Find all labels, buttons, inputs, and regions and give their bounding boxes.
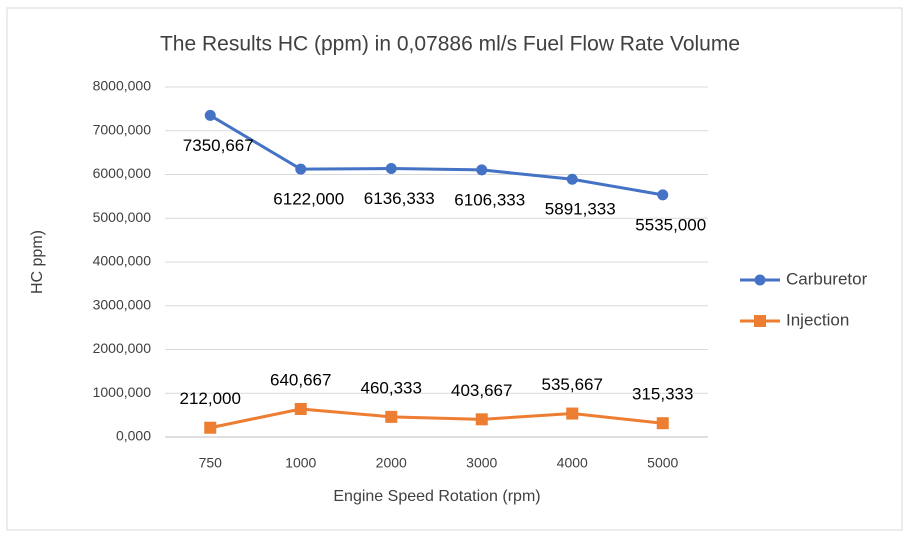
x-tick-label: 2000 [376,455,407,471]
marker [566,407,579,420]
marker [476,164,488,176]
marker [385,410,398,423]
marker [204,421,217,434]
marker [657,189,669,201]
chart-border [6,7,903,531]
chart-title: The Results HC (ppm) in 0,07886 ml/s Fue… [160,33,740,56]
y-tick-label: 0,000 [116,428,151,444]
data-label: 6106,333 [454,190,525,209]
y-tick-label: 5000,000 [93,209,152,225]
marker [566,173,578,185]
y-tick-label: 8000,000 [93,78,152,94]
x-tick-label: 5000 [647,455,678,471]
line [209,407,663,430]
marker [656,417,669,430]
data-label: 212,000 [180,389,241,408]
y-tick-label: 7000,000 [93,121,152,137]
data-label: 403,667 [451,381,512,400]
marker [754,274,766,286]
marker [295,163,307,175]
line [209,114,664,197]
data-label: 6122,000 [273,190,344,209]
y-tick-label: 3000,000 [93,296,152,312]
data-label: 315,333 [632,385,693,404]
data-label: 7350,667 [183,136,254,155]
legend-label: Injection [786,310,849,329]
marker [385,163,397,175]
y-tick-label: 6000,000 [93,165,152,181]
y-tick-label: 1000,000 [93,384,152,400]
marker [294,402,307,415]
y-tick-label: 4000,000 [93,253,152,269]
x-tick-label: 4000 [557,455,588,471]
marker [204,109,216,121]
x-tick-label: 750 [199,455,223,471]
legend-label: Carburetor [786,269,868,288]
y-tick-label: 2000,000 [93,340,152,356]
x-tick-label: 1000 [285,455,316,471]
x-tick-label: 3000 [466,455,497,471]
data-label: 640,667 [270,370,331,389]
x-axis-title: Engine Speed Rotation (rpm) [333,488,540,505]
data-label: 5891,333 [545,200,616,219]
marker [754,315,766,327]
data-label: 460,333 [361,378,422,397]
y-axis-title: HC ppm) [29,230,46,294]
data-label: 5535,000 [635,215,706,234]
data-label: 535,667 [542,375,603,394]
marker [475,413,488,426]
data-label: 6136,333 [364,189,435,208]
